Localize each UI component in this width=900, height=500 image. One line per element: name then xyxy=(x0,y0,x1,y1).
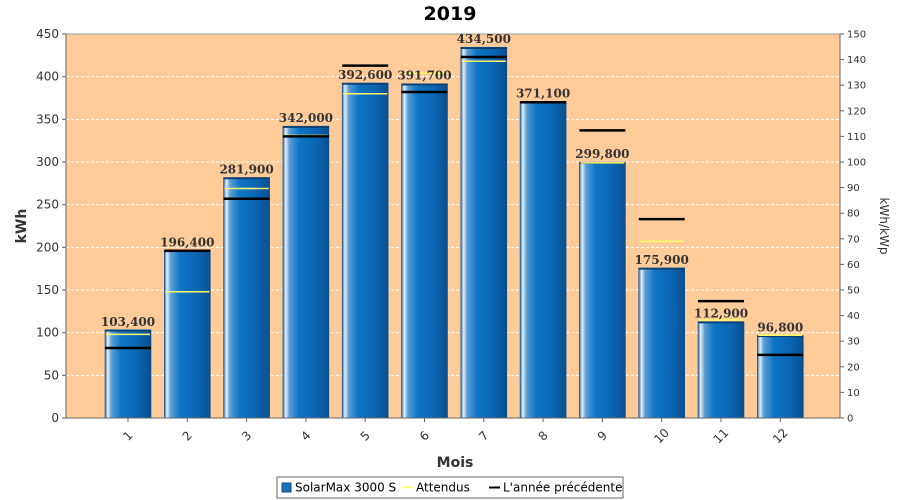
x-tick-label: 9 xyxy=(595,428,610,443)
data-label: 281,900 xyxy=(219,162,273,176)
data-label: 299,800 xyxy=(575,147,629,161)
bar-5 xyxy=(341,82,389,419)
y-tick-label: 0 xyxy=(51,411,59,425)
bar-11 xyxy=(697,321,745,419)
bar-7 xyxy=(460,46,508,419)
y2-tick-label: 10 xyxy=(847,388,860,399)
x-tick-label: 8 xyxy=(535,428,550,443)
data-label: 392,600 xyxy=(338,68,392,82)
legend-label: L'année précédente xyxy=(503,481,622,495)
y2-tick-label: 50 xyxy=(847,286,860,297)
y2-tick-label: 30 xyxy=(847,337,860,348)
y-tick-label: 100 xyxy=(36,326,59,340)
x-axis-label: Mois xyxy=(437,455,474,471)
y-tick-label: 450 xyxy=(36,27,59,41)
legend-box xyxy=(276,476,624,499)
y-tick-label: 150 xyxy=(36,283,59,297)
y2-tick-label: 20 xyxy=(847,362,860,373)
data-label: 103,400 xyxy=(101,315,155,329)
y2-tick-label: 100 xyxy=(847,158,866,169)
y2-tick-label: 140 xyxy=(847,55,866,66)
x-tick-label: 12 xyxy=(770,426,791,447)
x-tick-label: 7 xyxy=(476,428,491,443)
legend: SolarMax 3000 S Attendus L'année précédent… xyxy=(276,476,624,499)
bar-10 xyxy=(638,267,686,419)
x-tick-label: 11 xyxy=(711,426,732,447)
data-label: 434,500 xyxy=(457,32,511,46)
y-tick-label: 400 xyxy=(36,70,59,84)
bar-6 xyxy=(401,83,448,419)
bar-12 xyxy=(756,335,804,419)
y2-tick-label: 90 xyxy=(847,183,860,194)
markers-layer xyxy=(105,55,804,357)
y-tick-label: 350 xyxy=(36,112,59,126)
y2-tick-label: 120 xyxy=(847,106,866,117)
data-label: 112,900 xyxy=(694,307,748,321)
legend-swatch-bar xyxy=(281,482,292,493)
legend-items: SolarMax 3000 S Attendus L'année précédent… xyxy=(281,481,622,495)
bar-2 xyxy=(164,250,211,419)
data-label: 371,100 xyxy=(516,86,570,100)
y2-tick-label: 0 xyxy=(847,414,853,425)
x-tick-label: 1 xyxy=(120,428,135,443)
y-tick-label: 250 xyxy=(36,198,59,212)
bar-3 xyxy=(223,177,270,419)
y2-tick-label: 60 xyxy=(847,260,860,271)
y2-tick-label: 70 xyxy=(847,234,860,245)
axes-layer: 0 50 100 150 200 250 300 350 400 450 0 10 20 30 40 50 60… xyxy=(36,27,866,446)
legend-label: Attendus xyxy=(416,481,470,495)
y2-tick-label: 150 xyxy=(847,30,866,41)
data-label: 96,800 xyxy=(757,320,803,334)
data-label: 342,000 xyxy=(279,111,333,125)
bar-8 xyxy=(519,101,567,419)
x-tick-label: 4 xyxy=(298,428,313,443)
x-tick-label: 10 xyxy=(651,426,672,447)
legend-label: SolarMax 3000 S xyxy=(295,481,396,495)
y2-axis-label: kWh/kWp xyxy=(877,198,891,255)
data-label: 175,900 xyxy=(635,253,689,267)
bars-layer xyxy=(104,46,804,419)
y2-tick-label: 110 xyxy=(847,132,866,143)
x-tick-label: 2 xyxy=(180,428,195,443)
y2-tick-label: 80 xyxy=(847,209,860,220)
chart-title: 2019 xyxy=(424,3,477,25)
bar-1 xyxy=(104,329,152,419)
bar-9 xyxy=(579,161,626,419)
x-tick-label: 3 xyxy=(239,428,254,443)
data-label: 196,400 xyxy=(160,235,214,249)
y-tick-label: 200 xyxy=(36,240,59,254)
bar-4 xyxy=(282,125,330,419)
y2-tick-label: 40 xyxy=(847,311,860,322)
y-tick-label: 50 xyxy=(44,368,59,382)
x-tick-label: 5 xyxy=(358,428,373,443)
data-label: 391,700 xyxy=(397,69,451,83)
data-labels-layer: 103,400 196,400 281,900 342,000 392,600 391,7… xyxy=(101,32,803,334)
y-tick-label: 300 xyxy=(36,155,59,169)
y2-tick-label: 130 xyxy=(847,81,866,92)
y-axis-label: kWh xyxy=(14,209,30,244)
x-tick-label: 6 xyxy=(417,428,432,443)
